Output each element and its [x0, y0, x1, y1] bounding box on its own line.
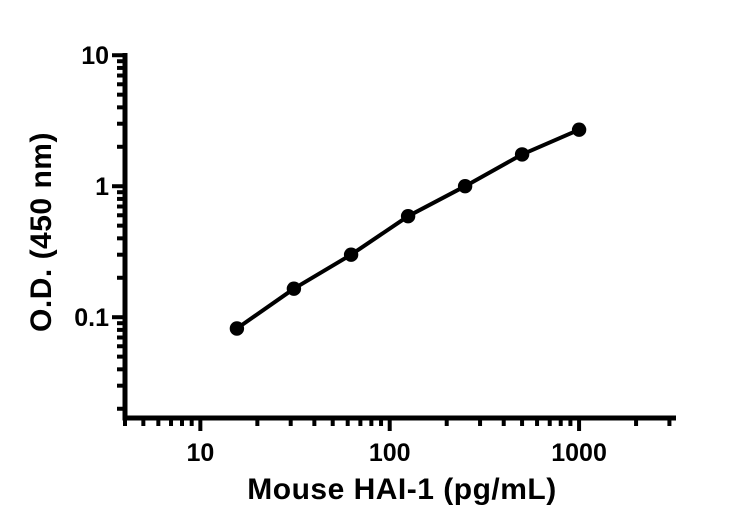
x-tick-label: 1000	[551, 439, 607, 467]
data-point	[400, 209, 416, 224]
y-tick-label: 10	[81, 42, 109, 70]
data-point	[457, 179, 473, 194]
x-axis-label: Mouse HAI-1 (pg/mL)	[247, 473, 557, 506]
data-point	[571, 122, 587, 137]
data-point	[286, 281, 302, 296]
y-tick-label: 0.1	[74, 304, 109, 332]
data-point	[514, 147, 530, 162]
y-tick-label: 1	[95, 173, 109, 201]
x-tick-label: 100	[369, 439, 411, 467]
y-axis-label: O.D. (450 nm)	[25, 132, 58, 332]
data-point	[229, 321, 245, 336]
data-point	[343, 247, 359, 262]
standard-curve-line	[234, 127, 582, 331]
x-tick-label: 10	[186, 439, 214, 467]
